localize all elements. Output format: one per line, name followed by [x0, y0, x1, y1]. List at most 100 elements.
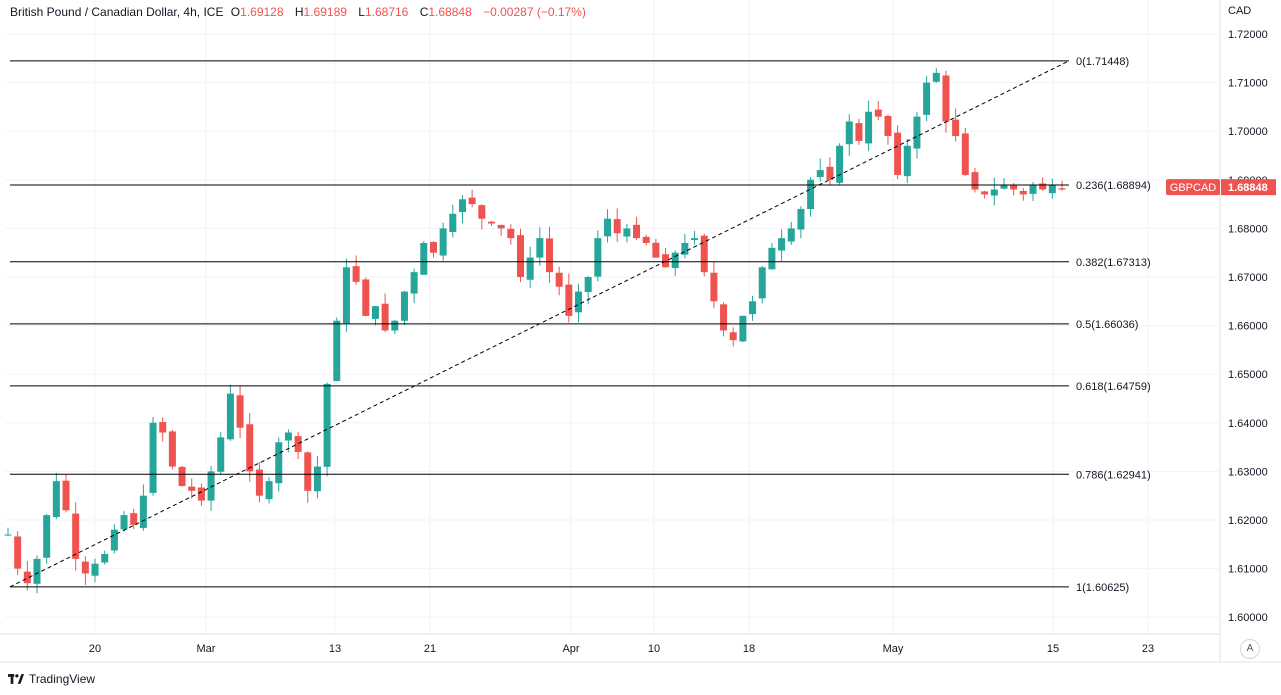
candle-body	[275, 442, 283, 484]
candle-body	[807, 179, 815, 210]
candle-body	[458, 199, 466, 213]
candle-body	[526, 257, 534, 280]
candle-body	[304, 452, 312, 491]
candle-body	[217, 437, 225, 472]
fib-level-label: 0(1.71448)	[1076, 56, 1129, 68]
fib-level-label: 0.5(1.66036)	[1076, 319, 1138, 331]
candle-body	[478, 205, 486, 219]
brand-name: TradingView	[29, 672, 96, 686]
y-tick-label: 1.71000	[1228, 78, 1268, 90]
candle-body	[197, 487, 205, 501]
x-tick-label: 10	[648, 643, 660, 655]
candle-body	[555, 272, 563, 287]
fib-level-label: 0.382(1.67313)	[1076, 257, 1151, 269]
candle-body	[323, 383, 331, 467]
candle-body	[178, 466, 186, 486]
candle-body	[642, 236, 650, 243]
candle-body	[633, 224, 641, 239]
low-label: L	[358, 5, 365, 19]
candle-body	[662, 254, 670, 268]
candle-body	[449, 213, 457, 232]
candle-body	[429, 242, 437, 253]
candle-body	[710, 272, 718, 302]
candle-body	[101, 554, 109, 563]
candle-body	[739, 315, 747, 342]
candle-body	[652, 242, 660, 258]
candle-body	[565, 284, 573, 316]
candle-body	[816, 170, 824, 177]
price-tag: GBPCAD 1.68848	[1166, 179, 1276, 196]
candle-body	[536, 238, 544, 258]
candle-body	[613, 219, 621, 234]
candle-body	[932, 72, 940, 82]
candle-body	[284, 432, 292, 441]
high-label: H	[294, 5, 304, 19]
x-tick-label: 15	[1047, 643, 1059, 655]
low-value: 1.68716	[364, 5, 409, 19]
symbol-title: British Pound / Canadian Dollar, 4h, ICE	[10, 5, 224, 19]
candle-body	[381, 303, 389, 331]
price-tag-symbol-bg	[1166, 179, 1220, 196]
price-tag-value-bg	[1221, 179, 1276, 196]
candle-body	[845, 121, 853, 145]
candle-body	[33, 558, 41, 584]
candle-body	[623, 228, 631, 237]
candle-body	[874, 109, 882, 117]
x-tick-label: May	[883, 643, 904, 655]
x-tick-label: Mar	[197, 643, 216, 655]
candle-body	[139, 495, 147, 528]
candle-body	[207, 471, 215, 501]
currency-label: CAD	[1228, 5, 1252, 17]
y-tick-label: 1.60000	[1228, 612, 1268, 624]
candle-body	[236, 395, 244, 428]
candle-body	[594, 238, 602, 277]
candle-body	[294, 436, 302, 452]
candle-body	[836, 145, 844, 183]
fib-level-label: 0.786(1.62941)	[1076, 469, 1151, 481]
candle-body	[1010, 184, 1018, 190]
candle-body	[855, 123, 863, 141]
candle-body	[439, 228, 447, 256]
candle-body	[43, 515, 51, 558]
candle-body	[671, 252, 679, 269]
candle-body	[787, 228, 795, 242]
candle-body	[826, 166, 834, 180]
candle-body	[990, 189, 998, 196]
candle-body	[159, 422, 167, 433]
candle-body	[342, 267, 350, 324]
candle-body	[700, 235, 708, 273]
y-tick-label: 1.68000	[1228, 223, 1268, 235]
candle-body	[903, 145, 911, 177]
candle-body	[758, 267, 766, 299]
candle-body	[546, 238, 554, 273]
tradingview-logo-icon	[8, 674, 24, 684]
candle-body	[110, 529, 118, 551]
candle-body	[749, 301, 757, 315]
candle-body	[691, 238, 699, 241]
candle-body	[149, 422, 157, 493]
y-tick-label: 1.64000	[1228, 418, 1268, 430]
candle-body	[981, 191, 989, 195]
candle-body	[497, 224, 505, 229]
candle-body	[410, 272, 418, 294]
candle-body	[797, 208, 805, 230]
candle-body	[130, 513, 138, 525]
fib-level-label: 0.236(1.68894)	[1076, 180, 1151, 192]
candle-body	[604, 218, 612, 237]
candle-body	[371, 306, 379, 319]
candle-body	[971, 172, 979, 190]
candle-body	[226, 393, 234, 440]
candle-body	[1000, 184, 1008, 189]
candle-body	[768, 247, 776, 270]
candle-body	[961, 133, 969, 175]
candle-body	[91, 563, 99, 576]
candle-body	[584, 277, 592, 293]
candle-body	[923, 82, 931, 115]
candle-body	[72, 513, 80, 559]
candle-body	[362, 279, 370, 316]
candle-body	[720, 304, 728, 331]
change-value: −0.00287 (−0.17%)	[483, 5, 586, 19]
auto-scale-button[interactable]: A	[1240, 639, 1260, 659]
close-label: C	[419, 5, 429, 19]
